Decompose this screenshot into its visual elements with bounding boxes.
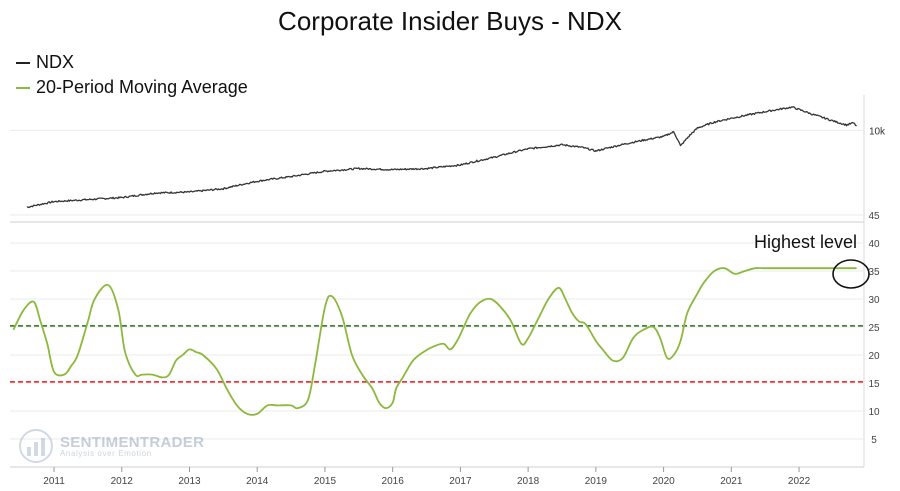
grid-bottom — [10, 214, 864, 440]
y-tick-label-20: 20 — [868, 351, 880, 362]
y-tick-label-40: 40 — [868, 239, 880, 250]
x-tick-label-2021: 2021 — [720, 476, 743, 487]
y-tick-label-45: 45 — [868, 211, 880, 222]
x-tick-label-2016: 2016 — [382, 476, 405, 487]
x-tick-label-2012: 2012 — [111, 476, 134, 487]
watermark: SENTIMENTRADER Analysis over Emotion — [18, 428, 204, 464]
x-tick-label-2014: 2014 — [246, 476, 269, 487]
y-tick-label-10k: 10k — [869, 126, 886, 137]
legend-item-moving-average: 20-Period Moving Average — [16, 75, 248, 100]
watermark-brand: SENTIMENTRADER — [60, 433, 205, 451]
x-tick-label-2018: 2018 — [517, 476, 540, 487]
legend: NDX 20-Period Moving Average — [16, 50, 248, 100]
legend-label-moving-average: 20-Period Moving Average — [36, 77, 248, 97]
series-top — [26, 106, 857, 209]
x-tick-label-2011: 2011 — [43, 476, 65, 487]
x-tick-label-2020: 2020 — [652, 476, 675, 487]
x-tick-label-2015: 2015 — [314, 476, 337, 487]
series-bottom — [12, 267, 857, 416]
watermark-tagline: Analysis over Emotion — [60, 448, 152, 458]
annotation-highest-level: Highest level — [754, 232, 858, 252]
y-tick-label-30: 30 — [868, 295, 880, 306]
x-axis: 2011 2012 2013 2014 2015 2016 2017 2018 2019 2020… — [43, 467, 811, 487]
legend-label-ndx: NDX — [36, 52, 75, 72]
legend-swatch-moving-average — [16, 86, 30, 89]
chart-title: Corporate Insider Buys - NDX — [278, 6, 622, 36]
x-tick-label-2017: 2017 — [449, 476, 472, 487]
y-tick-label-15: 15 — [868, 379, 880, 390]
series-line-ndx — [26, 106, 857, 209]
y-axis-bottom: 5 10 15 20 25 30 35 40 45 — [868, 211, 880, 446]
annotation-circle — [832, 259, 870, 289]
watermark-logo-icon — [19, 429, 53, 463]
x-tick-label-2022: 2022 — [788, 476, 811, 487]
y-tick-label-25: 25 — [868, 323, 880, 334]
series-line-moving-average — [12, 267, 857, 416]
reference-lines — [10, 325, 864, 383]
legend-item-ndx: NDX — [16, 50, 248, 75]
y-tick-label-5: 5 — [871, 435, 877, 446]
x-tick-label-2013: 2013 — [178, 476, 201, 487]
x-tick-label-2019: 2019 — [585, 476, 608, 487]
y-tick-label-35: 35 — [868, 267, 880, 278]
legend-swatch-ndx — [16, 61, 30, 64]
y-axis-top: 10k — [869, 126, 886, 137]
y-tick-label-10: 10 — [868, 407, 880, 418]
